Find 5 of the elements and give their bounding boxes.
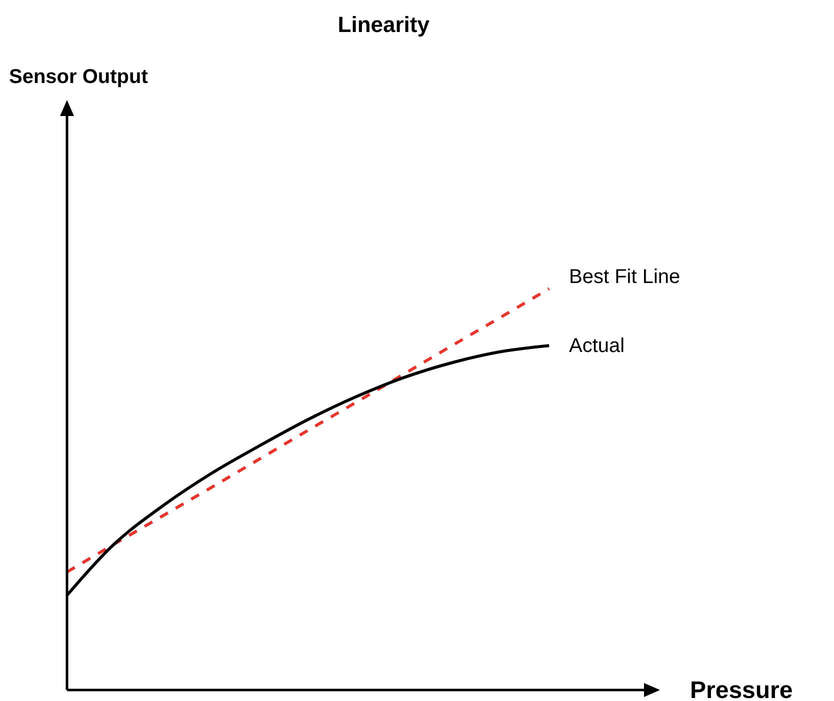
series-label: Actual [569, 335, 625, 357]
text: Sensor Output [9, 66, 148, 88]
series-label: Best Fit Line [569, 266, 680, 288]
chart-title: Linearity [338, 12, 430, 38]
x-axis-title: Pressure [690, 677, 793, 701]
